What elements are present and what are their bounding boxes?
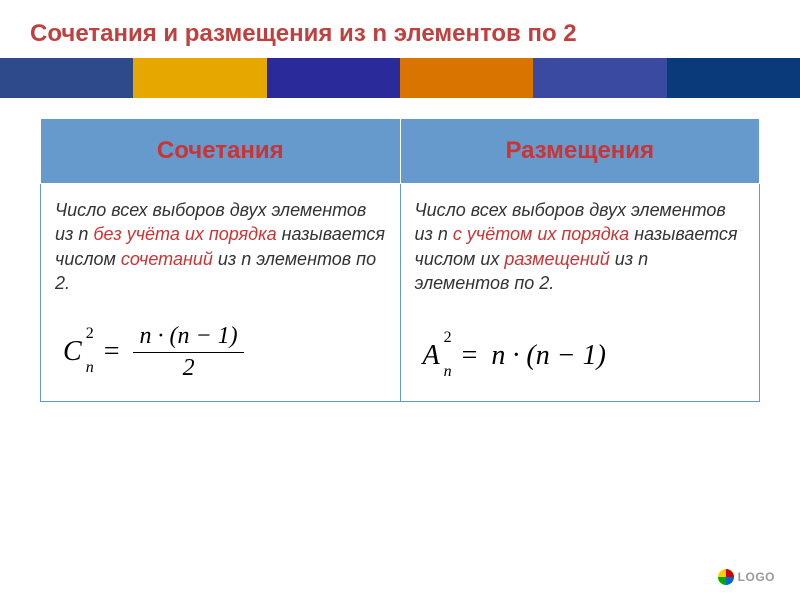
stripe-seg: [133, 58, 266, 98]
definition-combinations: Число всех выборов двух элементов из n б…: [55, 198, 386, 295]
slide-title: Сочетания и размещения из n элементов по…: [0, 0, 800, 58]
equals-sign: =: [448, 337, 484, 375]
stripe-seg: [667, 58, 800, 98]
title-text: Сочетания и размещения из n элементов по…: [30, 20, 577, 47]
symbol-c: C 2 n: [63, 333, 82, 371]
cell-combinations: Число всех выборов двух элементов из n б…: [41, 184, 401, 402]
cell-arrangements: Число всех выборов двух элементов из n с…: [400, 184, 760, 402]
stripe-seg: [400, 58, 533, 98]
symbol-a: A 2 n: [423, 337, 440, 375]
definition-arrangements: Число всех выборов двух элементов из n с…: [415, 198, 746, 295]
logo-text: LOGO: [738, 570, 775, 584]
logo-icon: [718, 569, 734, 585]
content-area: Сочетания Размещения Число всех выборов …: [0, 98, 800, 422]
decorative-stripe: [0, 58, 800, 98]
formula-combinations: C 2 n = n · (n − 1) 2: [55, 323, 386, 381]
equals-sign: =: [90, 333, 126, 371]
stripe-seg: [267, 58, 400, 98]
header-arrangements: Размещения: [400, 119, 760, 184]
header-combinations: Сочетания: [41, 119, 401, 184]
logo: LOGO: [718, 569, 775, 585]
comparison-table: Сочетания Размещения Число всех выборов …: [40, 118, 760, 402]
formula-arrangements: A 2 n = n · (n − 1): [415, 323, 746, 375]
stripe-seg: [0, 58, 133, 98]
fraction: n · (n − 1) 2: [133, 323, 243, 381]
stripe-seg: [533, 58, 666, 98]
